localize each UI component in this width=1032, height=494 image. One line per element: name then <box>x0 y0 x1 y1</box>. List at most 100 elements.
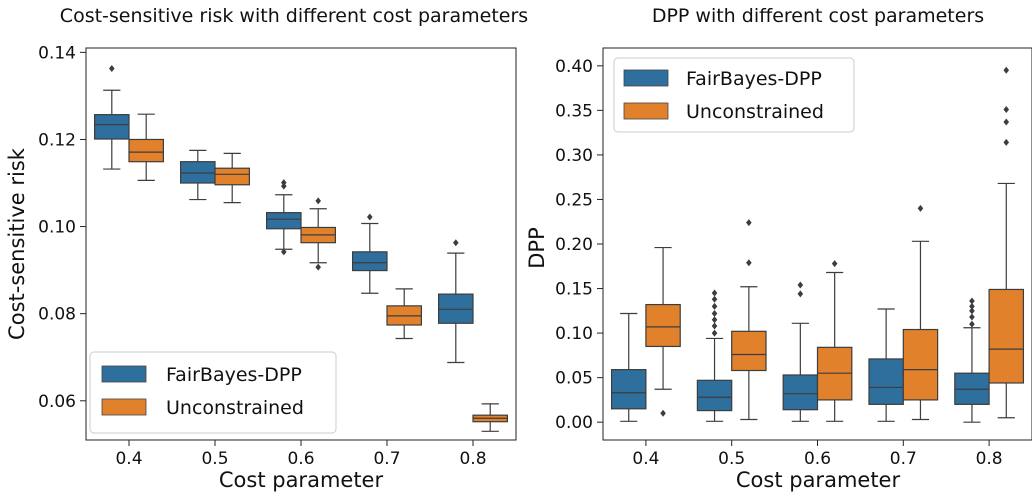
outlier-point <box>969 307 975 315</box>
left-x-tick-label: 0.6 <box>287 449 314 469</box>
outlier-point <box>711 329 718 337</box>
outlier-point <box>969 297 975 305</box>
left-y-tick-label: 0.10 <box>38 218 76 238</box>
right-y-tick-label: 0.10 <box>555 324 593 344</box>
outlier-point <box>746 219 752 227</box>
right-box-unconstrained-0.8 <box>988 66 1025 419</box>
right-chart-title: DPP with different cost parameters <box>652 5 984 27</box>
right-legend: FairBayes-DPP Unconstrained <box>613 57 855 133</box>
left-legend: FairBayes-DPP Unconstrained <box>89 351 337 434</box>
left-box-fairbayes-0.7 <box>352 213 388 294</box>
outlier-point <box>660 409 666 417</box>
left-y-tick-label: 0.08 <box>38 305 76 325</box>
outlier-point <box>1003 66 1010 74</box>
right-x-tick-label: 0.7 <box>890 449 917 469</box>
outlier-point <box>797 290 804 298</box>
outlier-point <box>281 179 287 187</box>
outlier-point <box>109 64 115 72</box>
box-body <box>731 330 767 372</box>
box-body <box>782 374 819 411</box>
outlier-point <box>711 289 718 297</box>
right-legend-swatch-unconstrained <box>623 102 669 120</box>
outlier-point <box>797 281 804 289</box>
right-box-fairbayes-0.8 <box>954 297 990 423</box>
right-box-unconstrained-0.4 <box>645 246 681 417</box>
box-body <box>128 138 165 163</box>
left-panel: Cost-sensitive risk with different cost … <box>5 5 528 492</box>
box-body <box>868 358 904 405</box>
outlier-point <box>1003 138 1010 146</box>
box-body <box>214 167 251 186</box>
outlier-point <box>315 263 321 271</box>
left-legend-box <box>89 351 337 434</box>
left-x-axis-label: Cost parameter <box>219 468 384 492</box>
right-y-tick-label: 0.20 <box>555 235 593 255</box>
box-body <box>696 379 733 412</box>
right-y-tick-label: 0.35 <box>555 101 593 121</box>
left-box-fairbayes-0.4 <box>93 64 130 170</box>
outlier-point <box>711 302 718 310</box>
right-legend-label-unconstrained: Unconstrained <box>686 101 824 123</box>
right-x-tick-label: 0.8 <box>976 449 1003 469</box>
left-x-tick-label: 0.4 <box>115 449 142 469</box>
left-y-tick-label: 0.14 <box>38 43 76 63</box>
right-legend-box <box>613 57 855 133</box>
outlier-point <box>315 197 321 205</box>
left-box-unconstrained-0.8 <box>472 403 509 432</box>
right-y-tick-label: 0.15 <box>555 280 593 300</box>
outlier-point <box>831 260 838 268</box>
outlier-point <box>711 309 718 317</box>
right-box-unconstrained-0.5 <box>731 219 767 421</box>
right-box-fairbayes-0.6 <box>782 281 819 422</box>
right-plot-area: 0.00 0.05 0.10 0.15 0.20 0.25 0.30 0.35 0.40 0.4 0… <box>555 47 1032 469</box>
box-body <box>438 293 474 324</box>
left-legend-swatch-unconstrained <box>101 398 147 416</box>
right-box-unconstrained-0.6 <box>816 260 853 422</box>
left-box-unconstrained-0.6 <box>300 197 337 271</box>
outlier-point <box>917 204 924 212</box>
outlier-point <box>1003 118 1010 126</box>
right-y-axis-label: DPP <box>525 227 549 269</box>
left-y-axis-label: Cost-sensitive risk <box>5 147 29 340</box>
left-legend-swatch-fairbayes <box>101 365 147 383</box>
outlier-point <box>453 239 459 247</box>
box-body <box>610 369 647 410</box>
left-x-tick-label: 0.7 <box>373 449 400 469</box>
left-y-tick-label: 0.12 <box>38 130 76 150</box>
outlier-point <box>711 316 718 324</box>
right-y-tick-label: 0.40 <box>555 57 593 77</box>
box-body <box>352 251 388 272</box>
right-panel: DPP with different cost parameters 0.000… <box>525 5 1032 492</box>
box-body <box>93 114 130 140</box>
outlier-point <box>711 295 718 303</box>
box-body <box>988 288 1025 384</box>
left-x-tick-label: 0.8 <box>459 449 486 469</box>
outlier-point <box>1003 105 1010 113</box>
left-chart-title: Cost-sensitive risk with different cost … <box>60 5 528 27</box>
right-x-tick-label: 0.5 <box>718 449 745 469</box>
outlier-point <box>969 302 975 310</box>
left-legend-label-fairbayes: FairBayes-DPP <box>166 364 302 386</box>
right-legend-swatch-fairbayes <box>623 69 669 87</box>
right-x-tick-label: 0.6 <box>804 449 831 469</box>
outlier-point <box>746 259 752 267</box>
left-box-fairbayes-0.8 <box>438 239 474 364</box>
right-y-tick-label: 0.30 <box>555 146 593 166</box>
left-y-tick-label: 0.06 <box>38 392 76 412</box>
box-body <box>266 212 302 230</box>
right-box-fairbayes-0.7 <box>868 308 904 422</box>
left-box-fairbayes-0.6 <box>266 179 302 256</box>
left-box-unconstrained-0.7 <box>386 288 423 340</box>
left-x-tick-label: 0.5 <box>201 449 228 469</box>
right-x-axis-label: Cost parameter <box>736 468 901 492</box>
left-box-unconstrained-0.4 <box>128 113 165 182</box>
left-legend-label-unconstrained: Unconstrained <box>166 397 304 419</box>
box-body <box>902 328 939 401</box>
outlier-point <box>969 320 975 328</box>
box-body <box>180 161 216 184</box>
right-legend-label-fairbayes: FairBayes-DPP <box>686 68 822 90</box>
right-box-fairbayes-0.4 <box>610 312 647 422</box>
left-plot-area: 0.06 0.08 0.10 0.12 0.14 0.4 0.5 0.6 0.7 0.8 <box>38 43 517 469</box>
right-box-fairbayes-0.5 <box>696 289 733 422</box>
